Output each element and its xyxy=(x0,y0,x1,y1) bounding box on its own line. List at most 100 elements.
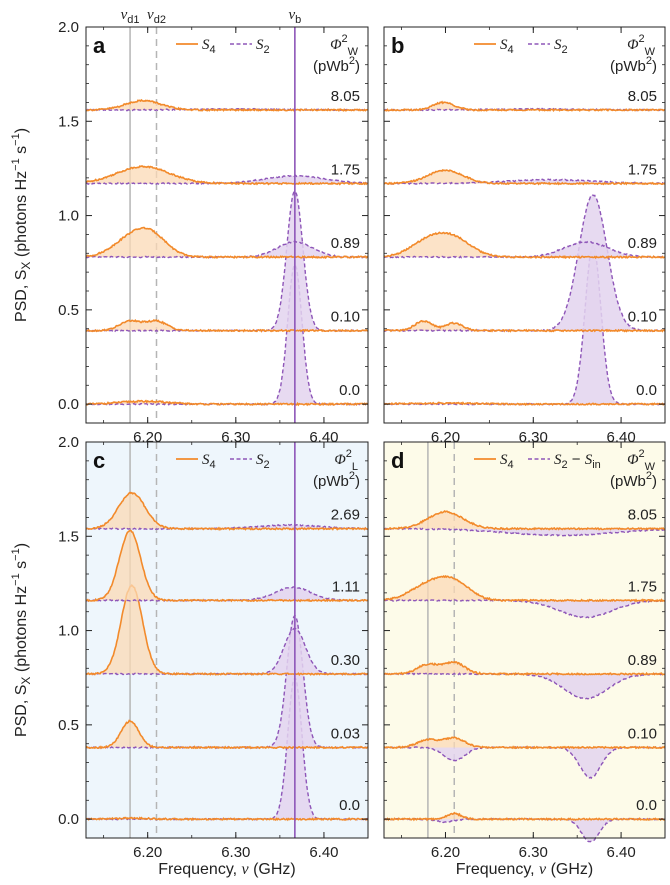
s4-fill-1 xyxy=(86,320,368,332)
s4-fill-3 xyxy=(384,576,665,602)
x-tick-label: 6.30 xyxy=(221,844,250,861)
y-axis-title: PSD, SX (photons Hz−1 s−1) xyxy=(10,128,33,322)
legend-s4-label-part: 4 xyxy=(210,44,216,56)
power-header-part: 2 xyxy=(638,33,644,45)
s4-fill-3 xyxy=(384,170,665,185)
s4-trace-0 xyxy=(383,811,666,822)
power-header: Φ2W xyxy=(627,448,656,473)
s4-trace-2 xyxy=(85,226,369,260)
s2-trace-2 xyxy=(383,672,665,700)
y-axis-title-part: −1 xyxy=(10,133,22,146)
power-value-label: 0.10 xyxy=(331,309,360,326)
s4-trace-0 xyxy=(85,816,369,822)
y-axis-title-part: −1 xyxy=(10,548,22,561)
panel-frame xyxy=(85,26,369,424)
y-tick-label: 1.0 xyxy=(58,623,79,640)
power-unit-part: ) xyxy=(652,58,657,75)
legend-s2-label-part: 2 xyxy=(264,44,270,56)
power-value-label: 0.03 xyxy=(331,725,360,742)
y-tick-label: 1.5 xyxy=(58,528,79,545)
y-axis-title-part: −1 xyxy=(10,573,22,586)
s2-trace-4 xyxy=(383,527,666,537)
power-value-label: 2.69 xyxy=(331,507,360,524)
x-tick-label: 6.40 xyxy=(606,844,635,861)
legend-s2-label-part: 2 xyxy=(562,459,568,471)
x-tick-label: 6.20 xyxy=(431,844,460,861)
legend-s4-label-part: S xyxy=(202,452,210,468)
panel-letter: a xyxy=(93,33,106,58)
panel-b: 0.00.100.891.758.056.20 6.30 6.40b S4 S2 Φ2W(… xyxy=(383,26,666,446)
legend-s4-label-part: 4 xyxy=(508,459,514,471)
y-tick-label: 0.0 xyxy=(58,396,79,413)
legend-s2-label-part: S xyxy=(554,37,562,53)
legend-s4-label-part: S xyxy=(500,37,508,53)
legend-s4-label: S4 xyxy=(500,452,514,471)
power-unit: (pWb2) xyxy=(610,55,657,75)
legend-s2-label-part: in xyxy=(592,459,601,471)
y-axis-title-1: PSD, SX (photons Hz−1 s−1) xyxy=(10,128,33,322)
power-unit: (pWb2) xyxy=(313,55,360,75)
s2-fill-3 xyxy=(384,599,665,618)
y-axis-title-part: X xyxy=(19,262,33,270)
y-axis-title-part: s xyxy=(13,146,30,154)
power-value-label: 0.89 xyxy=(628,235,657,252)
power-value-label: 0.89 xyxy=(331,235,360,252)
power-unit-part: 2 xyxy=(646,55,652,67)
power-header-part: Φ xyxy=(330,37,342,53)
x-tick-label: 6.30 xyxy=(519,844,548,861)
s4-trace-0 xyxy=(383,401,666,407)
s4-fill-2 xyxy=(86,585,368,675)
s4-trace-2 xyxy=(383,231,666,260)
y-axis-title-part: PSD, S xyxy=(13,685,30,737)
s4-fill-2 xyxy=(86,227,368,258)
power-header-part: Φ xyxy=(334,452,346,468)
power-header-part: L xyxy=(352,461,358,473)
s2-trace-4 xyxy=(86,107,369,112)
x-axis-title-part: ν xyxy=(242,861,250,878)
y-axis-title-part: ) xyxy=(13,128,30,133)
power-value-label: 1.11 xyxy=(332,578,360,595)
legend-s4-label-part: S xyxy=(202,37,210,53)
x-tick-label: 6.20 xyxy=(133,844,162,861)
y-axis-title-2: PSD, SX (photons Hz−1 s−1) xyxy=(10,543,33,737)
s4-trace-4 xyxy=(85,98,369,112)
s4-fill-2 xyxy=(384,661,665,675)
power-value-label: 1.75 xyxy=(628,578,657,595)
power-value-label: 0.10 xyxy=(628,309,657,326)
power-value-label: 8.05 xyxy=(331,88,360,105)
s4-trace-1 xyxy=(85,318,369,333)
power-header-part: 2 xyxy=(346,448,352,460)
power-value-label: 0.0 xyxy=(339,382,360,399)
power-header-part: Φ xyxy=(627,452,639,468)
s2-fill-2 xyxy=(384,241,665,258)
legend-s2-label-part: − xyxy=(568,451,585,468)
x-axis-title: Frequency, ν (GHz) xyxy=(456,861,594,878)
panel-letter: d xyxy=(391,448,404,473)
power-unit-part: ) xyxy=(652,473,657,490)
y-tick-label: 2.0 xyxy=(58,434,79,451)
s2-fill-2 xyxy=(86,241,368,258)
y-axis-title: PSD, SX (photons Hz−1 s−1) xyxy=(10,543,33,737)
power-unit-part: (pWb xyxy=(313,58,349,75)
s4-trace-4 xyxy=(85,491,369,532)
s4-trace-3 xyxy=(383,574,666,603)
power-unit-part: 2 xyxy=(349,470,355,482)
top-label-vd2-part: ν xyxy=(147,7,154,23)
s2-trace-3 xyxy=(383,599,666,619)
power-value-label: 0.89 xyxy=(628,652,657,669)
power-header-part: Φ xyxy=(627,37,639,53)
power-header-part: 2 xyxy=(341,33,347,45)
s2-fill-1 xyxy=(384,194,665,332)
power-header-part: W xyxy=(348,46,359,58)
legend-s4-label: S4 xyxy=(500,37,514,56)
y-axis-title-part: X xyxy=(19,677,33,685)
panel-d: 0.00.100.891.758.056.20 6.30 6.40d S4 S2 − S… xyxy=(383,441,666,861)
s2-fill-3 xyxy=(86,175,368,185)
power-value-label: 8.05 xyxy=(628,507,657,524)
y-axis-title-part: (photons Hz xyxy=(13,171,30,262)
legend-s4-label-part: 4 xyxy=(508,44,514,56)
power-header: Φ2W xyxy=(627,33,656,58)
power-unit-part: ) xyxy=(355,473,360,490)
legend-s2-label: S2 xyxy=(256,37,270,56)
s4-trace-3 xyxy=(85,529,369,603)
